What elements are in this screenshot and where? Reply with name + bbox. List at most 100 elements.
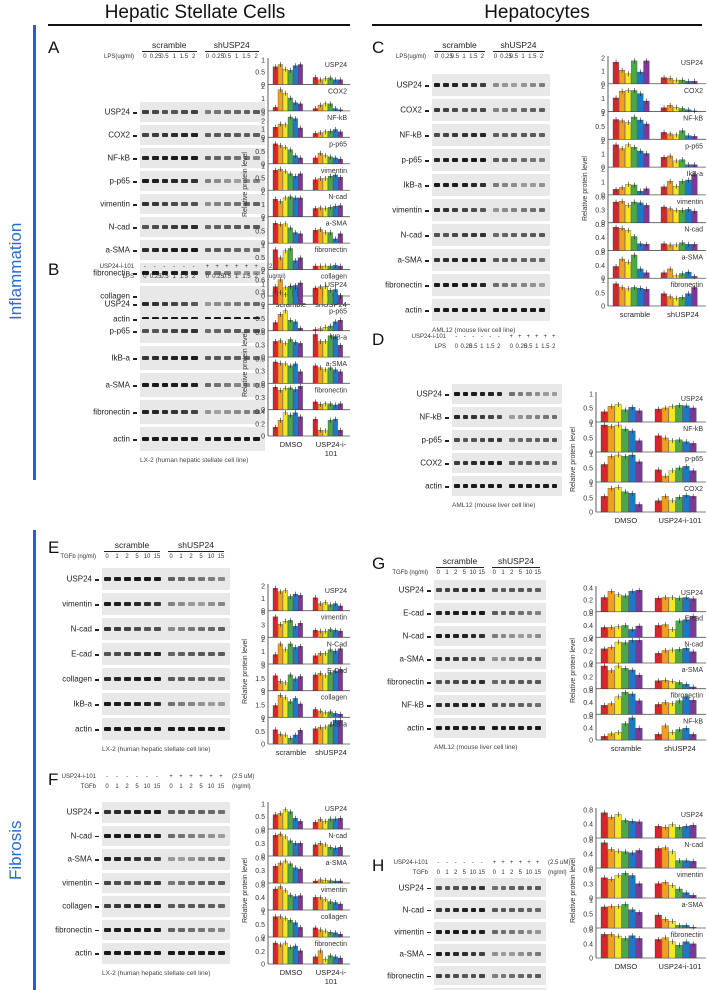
bar — [292, 197, 298, 217]
band — [470, 133, 477, 137]
band — [178, 702, 185, 706]
bar-chart-plot: 210USP24630vimentin210N-Cad31.50E-Cad31.… — [255, 584, 350, 749]
blot-label: USP24 — [398, 883, 424, 892]
band — [204, 437, 212, 441]
blot-tick — [427, 975, 431, 977]
band — [188, 577, 195, 581]
blot-row-nf-kb: NF-kB — [401, 695, 546, 715]
svg-text:1: 1 — [261, 910, 265, 917]
blot-label: p-p65 — [109, 176, 130, 186]
panel-letter: G — [372, 554, 386, 573]
lane-label: 10 — [143, 784, 151, 790]
group-rule — [434, 51, 485, 52]
band — [526, 726, 533, 730]
bar — [282, 590, 288, 611]
svg-text:0: 0 — [589, 480, 593, 487]
svg-text:2: 2 — [261, 190, 265, 197]
band — [190, 356, 198, 360]
svg-text:0.4: 0.4 — [583, 942, 593, 949]
group-label: shUSP24 — [498, 556, 534, 566]
svg-text:2: 2 — [261, 119, 265, 126]
band — [224, 202, 231, 206]
bar — [277, 168, 283, 191]
band — [214, 110, 221, 114]
band — [168, 727, 175, 731]
band — [538, 83, 545, 87]
bar — [287, 196, 293, 217]
blot-tick — [95, 704, 99, 706]
bar — [282, 836, 288, 857]
band — [518, 680, 524, 684]
blot-tick — [427, 931, 431, 933]
svg-text:2: 2 — [261, 637, 265, 644]
band — [479, 392, 485, 396]
band — [492, 885, 498, 890]
bar — [612, 283, 619, 307]
lane-label: 0.25 — [500, 54, 512, 60]
svg-text:0.4: 0.4 — [255, 895, 265, 902]
band — [214, 156, 221, 160]
bar-chart-F: 1 0.5 0 USP24 0.6 0.3 0 N-cad 0.6 0.3 0 a-SMA 0.8 0.4… — [242, 802, 350, 986]
band — [461, 208, 468, 212]
band — [509, 885, 515, 890]
band — [144, 904, 151, 909]
bar — [607, 934, 615, 959]
band — [114, 627, 121, 631]
bar — [272, 143, 278, 164]
band — [520, 83, 527, 87]
treatment-label: LPS — [434, 344, 446, 350]
band — [535, 726, 541, 730]
lane-label: + — [517, 334, 522, 340]
svg-text:2: 2 — [601, 56, 605, 63]
blot-tick — [133, 304, 137, 306]
bar — [277, 886, 283, 911]
band — [190, 133, 198, 137]
band — [144, 627, 151, 631]
band — [551, 392, 557, 396]
lane-label: - — [116, 774, 118, 780]
lane-label: 1 — [480, 344, 484, 350]
treatment-unit: (ng/ml) — [232, 784, 251, 790]
svg-text:2: 2 — [601, 167, 605, 174]
lane-label: 0.25 — [212, 274, 224, 280]
svg-text:a-SMA: a-SMA — [682, 902, 704, 909]
lane-label: 1 — [179, 784, 183, 790]
group-label: scramble — [442, 556, 478, 566]
band — [529, 283, 536, 287]
band — [500, 611, 507, 615]
band — [502, 258, 509, 262]
lane-label: 1 — [445, 870, 449, 876]
band — [124, 857, 131, 862]
band — [471, 392, 477, 396]
band — [198, 727, 205, 731]
band — [168, 927, 175, 932]
band — [444, 634, 451, 638]
section-label-fibrosis: Fibrosis — [6, 820, 25, 880]
svg-text:0.5: 0.5 — [255, 70, 265, 77]
blot-background — [452, 430, 562, 450]
svg-text:NF-kB: NF-kB — [683, 116, 703, 123]
svg-text:1: 1 — [589, 422, 593, 429]
svg-text:0: 0 — [589, 609, 593, 616]
blot-background — [102, 802, 230, 823]
blot-tick — [427, 636, 431, 638]
svg-text:0.5: 0.5 — [583, 466, 593, 473]
blot-row-ikb-a: IkB-a — [73, 693, 230, 715]
band — [218, 857, 225, 862]
band — [134, 951, 141, 956]
bar — [287, 365, 293, 384]
band — [502, 133, 509, 137]
svg-text:0: 0 — [261, 608, 265, 615]
band — [134, 627, 141, 631]
band — [526, 703, 533, 707]
band — [538, 233, 545, 237]
lane-label: 2 — [191, 54, 196, 60]
band — [453, 611, 459, 615]
x-category-label: USP24-i-101 — [658, 962, 702, 971]
band — [178, 652, 185, 656]
lane-label: - — [136, 774, 138, 780]
band — [518, 703, 524, 707]
blot-tick — [95, 604, 99, 606]
bar — [277, 145, 283, 164]
blot-background — [140, 171, 265, 191]
